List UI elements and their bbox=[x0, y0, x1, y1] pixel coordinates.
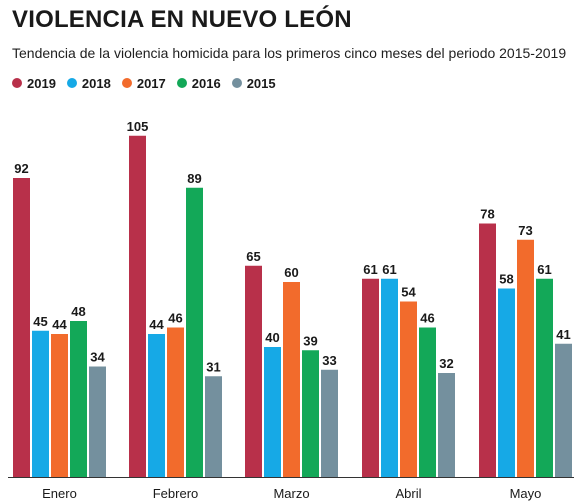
data-label-febrero-2018: 44 bbox=[149, 317, 164, 332]
data-label-enero-2015: 34 bbox=[90, 350, 105, 365]
bar-enero-2015 bbox=[89, 366, 106, 477]
data-label-febrero-2017: 46 bbox=[168, 311, 182, 326]
bar-marzo-2015 bbox=[321, 369, 338, 477]
data-label-enero-2016: 48 bbox=[71, 304, 85, 319]
bar-mayo-2015 bbox=[555, 343, 572, 477]
data-label-mayo-2015: 41 bbox=[556, 327, 570, 342]
data-label-enero-2019: 92 bbox=[14, 161, 28, 176]
legend-label-2018: 2018 bbox=[81, 75, 111, 91]
x-tick-label-abril: Abril bbox=[395, 486, 421, 501]
legend-item-2015: 2015 bbox=[231, 75, 276, 91]
legend-swatch-2018 bbox=[66, 78, 77, 88]
data-label-abril-2016: 46 bbox=[420, 311, 434, 326]
legend-swatch-2019 bbox=[12, 78, 22, 88]
data-label-marzo-2019: 65 bbox=[246, 249, 260, 264]
data-label-febrero-2015: 31 bbox=[206, 359, 220, 374]
data-label-enero-2018: 45 bbox=[33, 314, 47, 329]
data-label-marzo-2016: 39 bbox=[303, 333, 317, 348]
bar-marzo-2017 bbox=[283, 282, 300, 477]
chart-legend: 2019 2018 2017 2016 2015 bbox=[12, 75, 287, 91]
legend-label-2015: 2015 bbox=[246, 75, 276, 91]
legend-swatch-2016 bbox=[176, 78, 187, 88]
bar-febrero-2018 bbox=[148, 334, 165, 477]
bar-enero-2018 bbox=[32, 330, 49, 477]
legend-swatch-2015 bbox=[231, 78, 242, 88]
x-tick-label-enero: Enero bbox=[42, 486, 77, 501]
bar-febrero-2019 bbox=[129, 135, 146, 477]
x-tick-label-marzo: Marzo bbox=[273, 486, 309, 501]
data-label-marzo-2018: 40 bbox=[265, 330, 279, 345]
data-label-mayo-2016: 61 bbox=[537, 262, 551, 277]
bar-enero-2017 bbox=[51, 334, 68, 477]
data-label-marzo-2017: 60 bbox=[284, 265, 298, 280]
bar-mayo-2017 bbox=[517, 239, 534, 477]
x-tick-label-febrero: Febrero bbox=[153, 486, 199, 501]
legend-item-2018: 2018 bbox=[66, 75, 111, 91]
bar-abril-2017 bbox=[400, 301, 417, 477]
legend-item-2016: 2016 bbox=[176, 75, 221, 91]
legend-label-2016: 2016 bbox=[191, 75, 221, 91]
legend-label-2019: 2019 bbox=[27, 75, 56, 91]
data-label-febrero-2019: 105 bbox=[127, 119, 149, 134]
bar-febrero-2017 bbox=[167, 327, 184, 477]
legend-item-2017: 2017 bbox=[121, 75, 166, 91]
chart-title: VIOLENCIA EN NUEVO LEÓN bbox=[12, 6, 352, 33]
data-label-abril-2018: 61 bbox=[382, 262, 396, 277]
bar-enero-2019 bbox=[13, 178, 30, 477]
bar-abril-2016 bbox=[419, 327, 436, 477]
data-label-abril-2015: 32 bbox=[439, 356, 453, 371]
chart-subtitle: Tendencia de la violencia homicida para … bbox=[12, 45, 567, 61]
data-label-mayo-2019: 78 bbox=[480, 207, 494, 222]
data-label-febrero-2016: 89 bbox=[187, 171, 201, 186]
bar-abril-2019 bbox=[362, 278, 379, 477]
legend-swatch-2017 bbox=[121, 78, 132, 88]
data-label-marzo-2015: 33 bbox=[322, 353, 336, 368]
bar-marzo-2019 bbox=[245, 265, 262, 477]
x-tick-label-mayo: Mayo bbox=[510, 486, 542, 501]
legend-item-2019: 2019 bbox=[12, 76, 56, 91]
bar-marzo-2018 bbox=[264, 347, 281, 477]
data-label-abril-2017: 54 bbox=[401, 285, 416, 300]
data-label-mayo-2017: 73 bbox=[518, 223, 532, 238]
legend-label-2017: 2017 bbox=[136, 75, 166, 91]
data-label-abril-2019: 61 bbox=[363, 262, 377, 277]
bar-febrero-2015 bbox=[205, 376, 222, 477]
bar-mayo-2019 bbox=[479, 223, 496, 477]
bar-abril-2015 bbox=[438, 373, 455, 477]
bar-mayo-2018 bbox=[498, 288, 515, 477]
bar-enero-2016 bbox=[70, 321, 87, 477]
bar-abril-2018 bbox=[381, 278, 398, 477]
data-label-enero-2017: 44 bbox=[52, 317, 67, 332]
data-label-mayo-2018: 58 bbox=[499, 272, 513, 287]
bar-mayo-2016 bbox=[536, 278, 553, 477]
bar-marzo-2016 bbox=[302, 350, 319, 477]
bar-febrero-2016 bbox=[186, 187, 203, 477]
